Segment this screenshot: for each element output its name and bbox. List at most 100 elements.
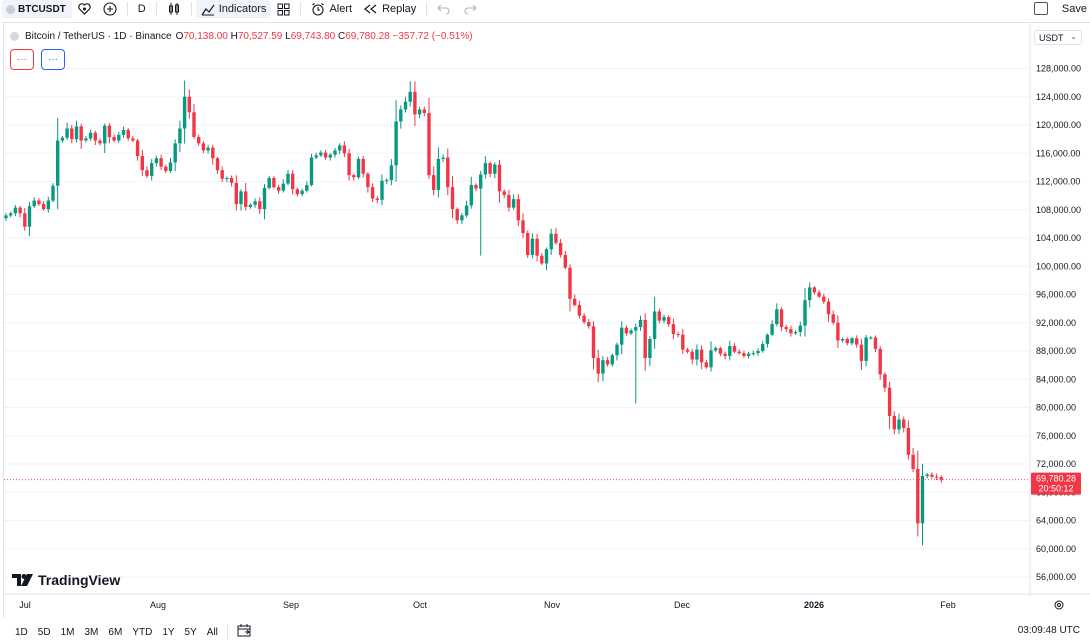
candle xyxy=(540,252,544,265)
candle xyxy=(27,201,32,237)
save-button[interactable]: Save xyxy=(1061,3,1087,15)
candle xyxy=(460,212,464,225)
candle xyxy=(356,156,361,180)
candle xyxy=(253,198,257,208)
x-tick-label: Jul xyxy=(19,600,31,610)
symbol-search-button[interactable]: BTCUSDT xyxy=(2,0,72,18)
candle xyxy=(902,416,906,433)
candle xyxy=(32,197,36,208)
alert-button[interactable]: Alert xyxy=(305,0,358,18)
candle xyxy=(516,194,520,227)
candle xyxy=(131,136,135,143)
tradingview-logo[interactable]: TradingView xyxy=(12,572,120,588)
candle xyxy=(925,472,929,479)
y-tick-label: 100,000.00 xyxy=(1036,261,1081,271)
symbol-title[interactable]: Bitcoin / TetherUS · 1D · Binance xyxy=(25,31,172,42)
candle xyxy=(51,183,55,203)
range-5d[interactable]: 5D xyxy=(37,626,51,638)
candle xyxy=(746,351,751,359)
candle xyxy=(662,314,666,324)
undo-icon[interactable] xyxy=(431,0,457,18)
alarm-clock-icon xyxy=(312,3,325,16)
range-5y[interactable]: 5Y xyxy=(184,626,197,638)
indicators-button[interactable]: Indicators xyxy=(195,0,272,18)
alert-label: Alert xyxy=(329,3,353,15)
layouts-grid-icon[interactable] xyxy=(271,0,296,18)
candle xyxy=(638,315,643,331)
candle xyxy=(126,127,130,141)
range-1d[interactable]: 1D xyxy=(15,626,28,638)
candle xyxy=(507,189,511,212)
candle xyxy=(930,472,934,479)
fullscreen-toggle-icon[interactable] xyxy=(1034,2,1048,15)
range-1m[interactable]: 1M xyxy=(60,626,75,638)
candle xyxy=(573,294,577,307)
candle xyxy=(403,96,408,113)
compare-add-icon[interactable] xyxy=(97,0,123,18)
candle xyxy=(916,450,920,537)
candle xyxy=(164,164,168,173)
y-tick-label: 56,000.00 xyxy=(1036,572,1076,582)
candle xyxy=(328,153,332,161)
range-ytd[interactable]: YTD xyxy=(132,626,153,638)
candle xyxy=(873,335,878,353)
x-tick-label: Aug xyxy=(150,600,166,610)
candle xyxy=(422,106,426,117)
range-6m[interactable]: 6M xyxy=(108,626,123,638)
candle xyxy=(385,178,389,185)
candle xyxy=(18,205,22,218)
candle xyxy=(629,328,633,336)
candle xyxy=(521,213,525,239)
candle xyxy=(723,351,727,360)
indicator-menu-button[interactable]: ··· xyxy=(41,49,65,70)
clock-timezone[interactable]: 03:09:48 UTC xyxy=(1017,625,1080,636)
top-toolbar: BTCUSDT D Indicators Alert Replay Save xyxy=(0,0,1090,18)
candle xyxy=(742,350,746,359)
candle xyxy=(934,473,939,481)
candle xyxy=(497,160,502,203)
interval-button[interactable]: D xyxy=(137,3,146,15)
high-label: H xyxy=(230,31,238,42)
candle xyxy=(474,183,478,192)
candle xyxy=(549,228,553,256)
candle xyxy=(248,203,253,209)
candles-style-icon[interactable] xyxy=(161,0,187,18)
candle xyxy=(784,324,788,332)
candle xyxy=(667,315,671,327)
candle xyxy=(648,336,652,367)
favorite-heart-icon[interactable] xyxy=(72,0,97,18)
chevron-down-icon: ⌄ xyxy=(1070,32,1077,41)
indicators-label: Indicators xyxy=(218,3,267,15)
gear-icon[interactable] xyxy=(1054,600,1064,610)
candle xyxy=(276,184,281,194)
candle xyxy=(817,289,821,299)
chart-frame xyxy=(3,22,1090,618)
y-tick-label: 120,000.00 xyxy=(1036,120,1081,130)
candle xyxy=(798,321,802,337)
candle xyxy=(671,318,676,340)
candle xyxy=(88,129,93,141)
symbol-label: BTCUSDT xyxy=(18,3,66,15)
candle xyxy=(793,330,798,335)
currency-selector[interactable]: USDT ⌄ xyxy=(1034,30,1082,45)
close-value: 69,780.28 xyxy=(345,31,390,42)
candle xyxy=(855,335,859,348)
indicator-menu-button[interactable]: ··· xyxy=(10,49,34,70)
candle xyxy=(103,123,107,153)
range-1y[interactable]: 1Y xyxy=(162,626,175,638)
candle xyxy=(652,296,657,349)
redo-icon[interactable] xyxy=(457,0,483,18)
last-price-label: 69,780.28 xyxy=(1036,474,1076,484)
range-3m[interactable]: 3M xyxy=(84,626,99,638)
y-tick-label: 124,000.00 xyxy=(1036,92,1081,102)
candle xyxy=(333,148,337,158)
replay-button[interactable]: Replay xyxy=(358,0,422,18)
range-all[interactable]: All xyxy=(206,626,218,638)
candle xyxy=(511,194,516,210)
y-tick-label: 84,000.00 xyxy=(1036,374,1076,384)
candle xyxy=(709,341,713,372)
y-tick-label: 128,000.00 xyxy=(1036,64,1081,74)
candle xyxy=(789,325,793,337)
date-range-calendar-icon[interactable] xyxy=(232,624,256,640)
